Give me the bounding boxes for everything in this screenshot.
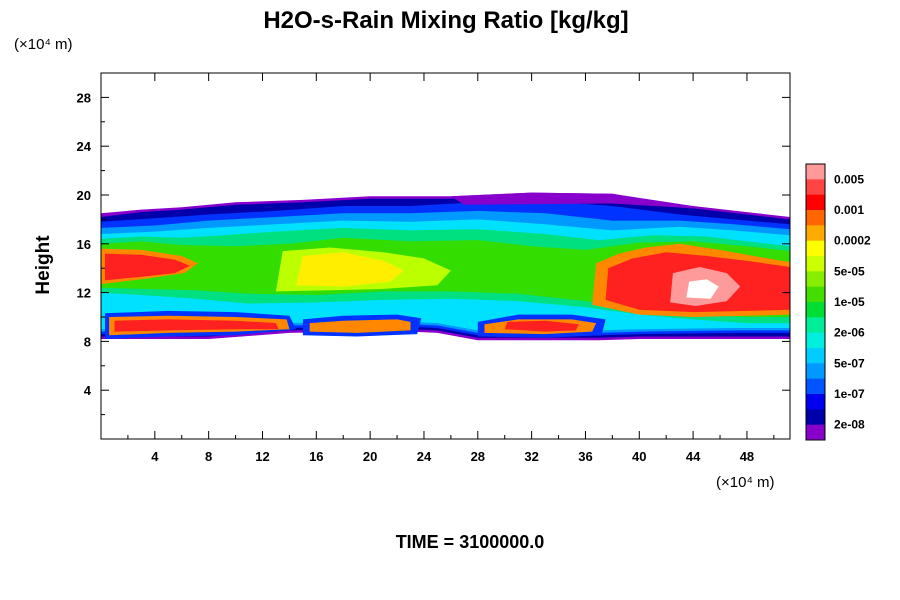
y-tick-label-8: 8: [84, 334, 91, 349]
y-tick-label-28: 28: [77, 90, 91, 105]
colorbar-swatch-17: [806, 424, 825, 441]
x-tick-label-16: 16: [309, 449, 323, 464]
contour-layer: [101, 192, 790, 341]
x-tick-label-36: 36: [578, 449, 592, 464]
contour-region-red-22: [504, 320, 579, 332]
x-tick-label-28: 28: [471, 449, 485, 464]
contour-region-orange-19: [309, 319, 411, 333]
contour-region-red-17: [114, 319, 279, 332]
colorbar-swatch-6: [806, 256, 825, 272]
colorbar-swatch-10: [806, 317, 825, 334]
colorbar-swatch-12: [806, 348, 825, 364]
colorbar-swatch-4: [806, 225, 825, 242]
colorbar-swatch-8: [806, 286, 825, 303]
colorbar-swatch-16: [806, 409, 825, 426]
x-tick-label-8: 8: [205, 449, 212, 464]
colorbar-label-3: 5e-05: [834, 264, 865, 278]
contour-region-core-14: [686, 279, 719, 299]
y-axis-unit: (×10⁴ m): [14, 36, 73, 53]
plot-frame: [100, 72, 791, 440]
plot-area: [100, 72, 791, 440]
contour-region-purple-23: [450, 192, 694, 209]
colorbar-label-7: 1e-07: [834, 387, 865, 401]
colorbar-label-4: 1e-05: [834, 295, 865, 309]
colorbar-frame: [805, 163, 826, 441]
x-axis: 4 8 12 16 20 24 28 32 36 40 44 48: [127, 73, 775, 464]
x-tick-label-48: 48: [740, 449, 754, 464]
colorbar-label-2: 0.0002: [834, 234, 871, 248]
colorbar-swatch-3: [806, 210, 825, 226]
y-tick-label-20: 20: [77, 188, 91, 203]
x-axis-unit: (×10⁴ m): [716, 474, 775, 491]
colorbar-swatch-2: [806, 194, 825, 211]
colorbar-swatch-7: [806, 271, 825, 288]
colorbar-swatch-9: [806, 302, 825, 318]
colorbar-label-6: 5e-07: [834, 356, 865, 370]
y-axis: 4 8 12 16 20 24 28: [77, 90, 790, 416]
x-tick-label-24: 24: [417, 449, 432, 464]
colorbar: 0.005 0.001 0.0002 5e-05 1e-05 2e-06 5e-07 1e-0…: [805, 163, 871, 441]
colorbar-label-1: 0.001: [834, 203, 864, 217]
y-axis-label: Height: [33, 235, 54, 295]
x-tick-label-40: 40: [632, 449, 646, 464]
colorbar-label-8: 2e-08: [834, 418, 865, 432]
y-tick-label-24: 24: [77, 139, 92, 154]
x-tick-label-32: 32: [524, 449, 538, 464]
colorbar-label-0: 0.005: [834, 172, 864, 186]
y-tick-label-16: 16: [77, 237, 91, 252]
colorbar-swatch-5: [806, 240, 825, 257]
colorbar-swatch-1: [806, 179, 825, 196]
colorbar-swatch-0: [806, 164, 825, 180]
contour-region-yellow-8: [296, 252, 404, 287]
colorbar-label-5: 2e-06: [834, 326, 865, 340]
x-tick-label-44: 44: [686, 449, 701, 464]
x-tick-label-4: 4: [151, 449, 159, 464]
x-tick-label-20: 20: [363, 449, 377, 464]
y-tick-label-4: 4: [84, 383, 92, 398]
colorbar-swatch-11: [806, 332, 825, 349]
time-label: TIME = 3100000.0: [396, 532, 545, 552]
colorbar-swatch-14: [806, 378, 825, 395]
y-tick-label-12: 12: [77, 286, 91, 301]
colorbar-swatch-13: [806, 363, 825, 380]
chart-title: H2O-s-Rain Mixing Ratio [kg/kg]: [263, 7, 628, 34]
colorbar-swatch-15: [806, 394, 825, 410]
x-tick-label-12: 12: [255, 449, 269, 464]
contour-region-red-10: [105, 253, 190, 281]
